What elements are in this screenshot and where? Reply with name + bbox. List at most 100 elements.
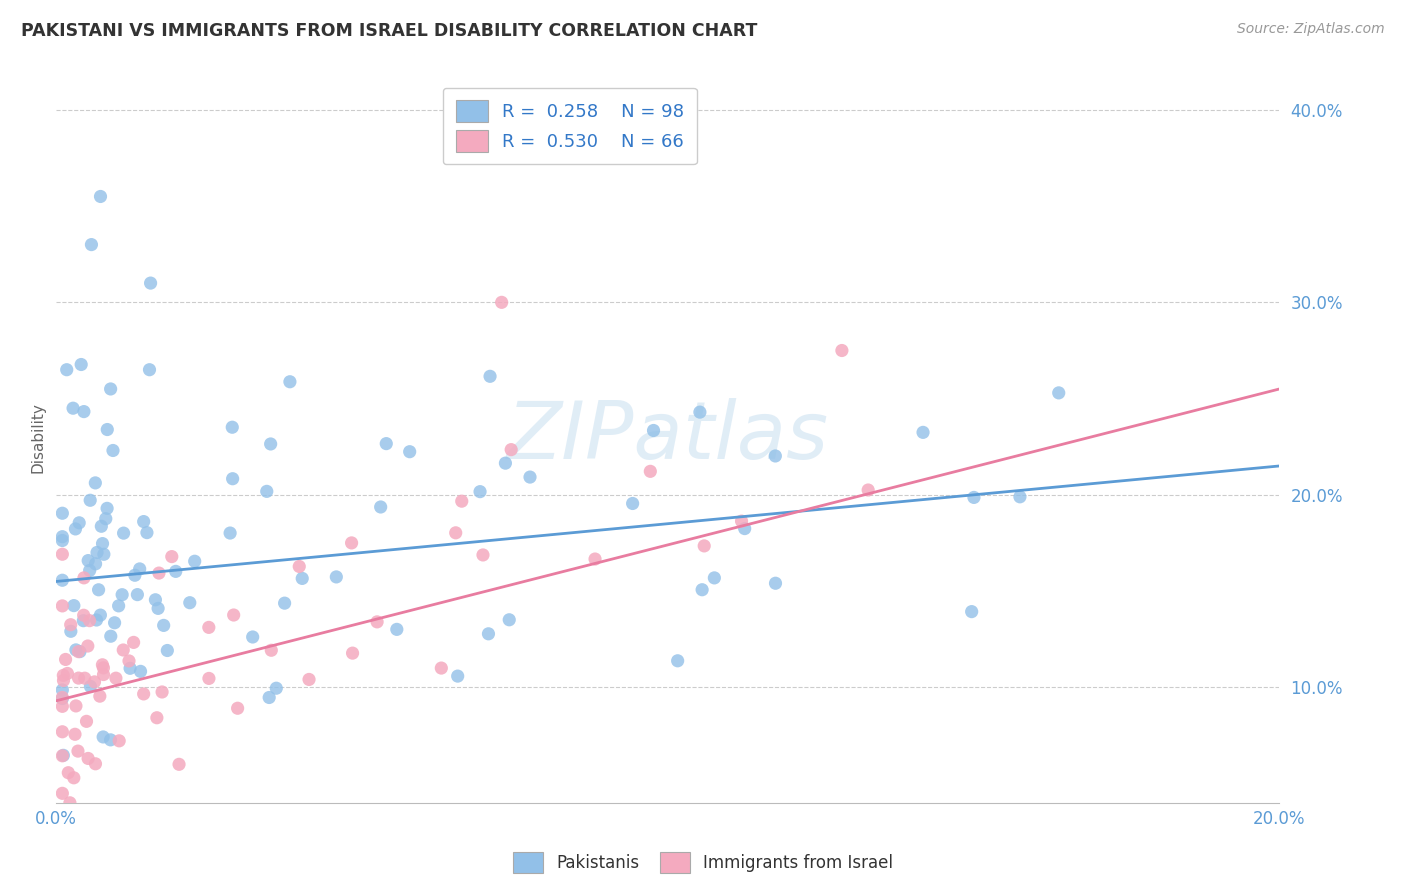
Point	[146, 711, 169, 725]
Point	[912, 425, 935, 440]
Point	[63, 599, 86, 613]
Point	[51, 690, 73, 705]
Point	[63, 727, 86, 741]
Point	[132, 687, 155, 701]
Point	[198, 672, 221, 686]
Point	[51, 533, 73, 548]
Point	[122, 635, 145, 649]
Point	[831, 343, 853, 358]
Point	[91, 657, 114, 672]
Point	[266, 681, 288, 696]
Point	[100, 732, 122, 747]
Point	[643, 424, 665, 438]
Point	[129, 665, 152, 679]
Point	[89, 189, 111, 203]
Point	[444, 525, 467, 540]
Point	[83, 674, 105, 689]
Point	[65, 698, 87, 713]
Point	[108, 734, 131, 748]
Point	[150, 685, 173, 699]
Point	[242, 630, 264, 644]
Point	[58, 765, 80, 780]
Point	[86, 613, 108, 627]
Y-axis label: Disability: Disability	[30, 401, 45, 473]
Point	[689, 405, 711, 419]
Point	[259, 437, 281, 451]
Point	[73, 571, 96, 585]
Point	[63, 771, 86, 785]
Point	[730, 514, 752, 528]
Point	[273, 596, 295, 610]
Point	[640, 464, 662, 478]
Text: Source: ZipAtlas.com: Source: ZipAtlas.com	[1237, 22, 1385, 37]
Point	[501, 442, 523, 457]
Point	[183, 554, 205, 568]
Point	[763, 449, 786, 463]
Point	[96, 423, 118, 437]
Point	[69, 644, 91, 658]
Point	[666, 654, 689, 668]
Point	[72, 614, 94, 628]
Point	[494, 456, 516, 470]
Point	[59, 617, 82, 632]
Point	[693, 539, 716, 553]
Point	[179, 596, 201, 610]
Point	[51, 547, 73, 561]
Point	[104, 615, 127, 630]
Point	[165, 565, 187, 579]
Point	[136, 525, 159, 540]
Point	[219, 526, 242, 541]
Point	[963, 491, 986, 505]
Point	[65, 522, 87, 536]
Point	[67, 516, 90, 530]
Point	[703, 571, 725, 585]
Point	[583, 552, 606, 566]
Point	[139, 276, 162, 290]
Point	[80, 237, 103, 252]
Point	[66, 744, 89, 758]
Point	[288, 559, 311, 574]
Point	[84, 475, 107, 490]
Point	[96, 501, 118, 516]
Point	[77, 553, 100, 567]
Point	[65, 643, 87, 657]
Point	[52, 748, 75, 763]
Point	[93, 547, 115, 561]
Point	[375, 436, 398, 450]
Point	[112, 643, 135, 657]
Point	[73, 404, 96, 418]
Point	[107, 599, 129, 613]
Point	[256, 484, 278, 499]
Point	[366, 615, 388, 629]
Point	[73, 608, 96, 623]
Point	[1047, 385, 1070, 400]
Point	[51, 599, 73, 613]
Point	[960, 605, 983, 619]
Point	[765, 576, 787, 591]
Text: PAKISTANI VS IMMIGRANTS FROM ISRAEL DISABILITY CORRELATION CHART: PAKISTANI VS IMMIGRANTS FROM ISRAEL DISA…	[21, 22, 758, 40]
Point	[340, 536, 363, 550]
Point	[77, 751, 100, 765]
Point	[118, 654, 141, 668]
Point	[91, 536, 114, 550]
Point	[450, 494, 472, 508]
Point	[86, 545, 108, 559]
Point	[734, 522, 756, 536]
Point	[73, 671, 96, 685]
Point	[257, 690, 280, 705]
Point	[79, 493, 101, 508]
Point	[430, 661, 453, 675]
Point	[1008, 490, 1031, 504]
Point	[120, 661, 142, 675]
Point	[100, 382, 122, 396]
Point	[148, 566, 170, 580]
Point	[128, 562, 150, 576]
Point	[55, 362, 77, 376]
Point	[51, 786, 73, 800]
Point	[156, 643, 179, 657]
Point	[124, 568, 146, 582]
Point	[100, 629, 122, 643]
Point	[84, 557, 107, 571]
Point	[79, 614, 101, 628]
Point	[87, 582, 110, 597]
